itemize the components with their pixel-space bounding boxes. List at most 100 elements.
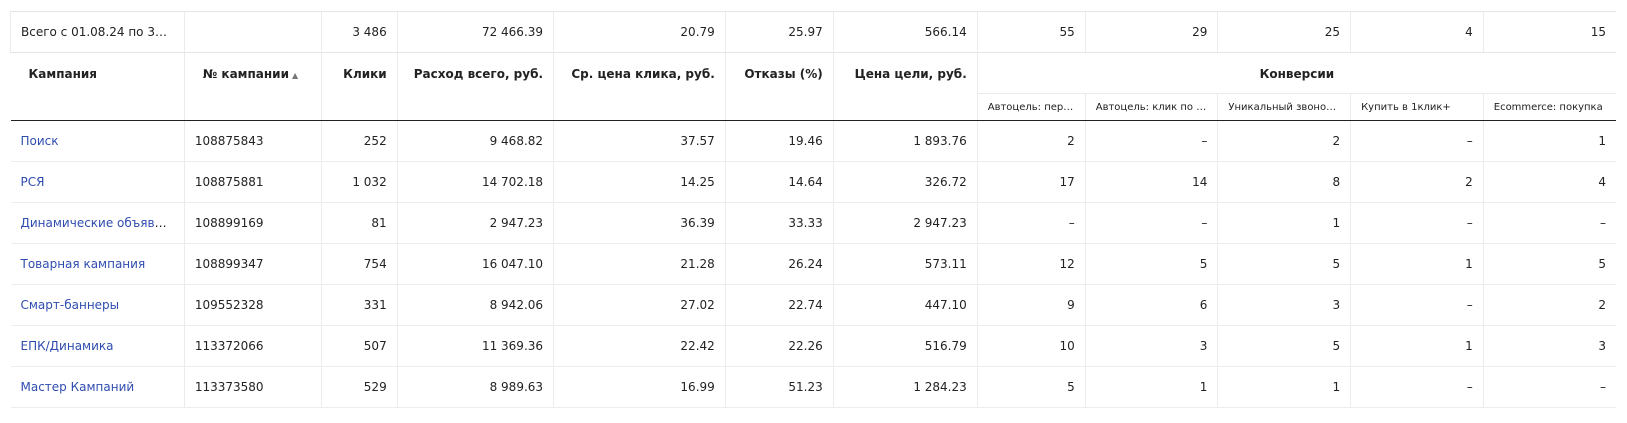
table-row: Динамические объявления 108899169 81 2 9… [10,202,1616,244]
table-row: Товарная кампания 108899347 754 16 047.1… [10,243,1616,285]
campaign-link[interactable]: Поиск [20,134,59,148]
conv-cell: 9 [977,284,1086,326]
campaign-link[interactable]: Товарная кампания [20,257,146,271]
table-row: РСЯ 108875881 1 032 14 702.18 14.25 14.6… [10,161,1616,203]
totals-goal-cost: 566.14 [833,11,978,53]
column-header-clicks[interactable]: Клики [321,52,398,121]
conv-cell: – [977,202,1086,244]
conv-cell: – [1350,284,1484,326]
clicks-cell: 754 [321,243,398,285]
totals-label: Всего с 01.08.24 по 31.08.24 [10,11,185,53]
campaign-link[interactable]: ЕПК/Динамика [20,339,114,353]
conv-cell: 3 [1085,325,1219,367]
cost-cell: 9 468.82 [397,120,555,162]
conv-cell: 1 [1483,120,1616,162]
bounce-cell: 33.33 [725,202,834,244]
avg-cpc-cell: 21.28 [553,243,726,285]
campaign-id: 108875881 [184,161,322,203]
campaign-link[interactable]: Смарт-баннеры [20,298,120,312]
column-header-goal-1[interactable]: Автоцель: пере… [977,93,1086,121]
conv-cell: 8 [1217,161,1352,203]
avg-cpc-cell: 37.57 [553,120,726,162]
conv-cell: – [1350,366,1484,408]
cost-cell: 11 369.36 [397,325,555,367]
conv-cell: – [1350,120,1484,162]
goal-cost-cell: 1 284.23 [833,366,978,408]
conv-cell: 6 [1085,284,1219,326]
campaign-link[interactable]: РСЯ [20,175,45,189]
bounce-cell: 26.24 [725,243,834,285]
sort-ascending-icon: ▲ [291,71,299,80]
clicks-cell: 331 [321,284,398,326]
cost-cell: 2 947.23 [397,202,555,244]
conv-cell: 5 [1085,243,1219,285]
conv-cell: – [1350,202,1484,244]
column-header-conversions: Конверсии [1259,67,1335,81]
table-row: Поиск 108875843 252 9 468.82 37.57 19.46… [10,120,1616,162]
conv-cell: – [1085,202,1219,244]
totals-conv-3: 25 [1217,11,1352,53]
conv-cell: 2 [1217,120,1352,162]
campaign-id: 108875843 [184,120,322,162]
conv-cell: 17 [977,161,1086,203]
campaign-id: 108899347 [184,243,322,285]
campaign-link[interactable]: Динамические объявления [20,216,185,230]
conv-cell: 1 [1217,202,1352,244]
column-header-bounce[interactable]: Отказы (%) [725,52,834,121]
avg-cpc-cell: 16.99 [553,366,726,408]
campaign-stats-table: Всего с 01.08.24 по 31.08.24 3 486 72 46… [10,11,1616,408]
cost-cell: 16 047.10 [397,243,555,285]
campaign-link[interactable]: Мастер Кампаний [20,380,135,394]
conv-cell: – [1483,366,1616,408]
goal-cost-cell: 447.10 [833,284,978,326]
totals-id-cell [184,11,322,53]
column-header-cost[interactable]: Расход всего, руб. [397,52,555,121]
table-row: Смарт-баннеры 109552328 331 8 942.06 27.… [10,284,1616,326]
totals-conv-1: 55 [977,11,1086,53]
conv-cell: 3 [1217,284,1352,326]
column-header-goal-2[interactable]: Автоцель: клик по е… [1085,93,1219,121]
avg-cpc-cell: 36.39 [553,202,726,244]
conv-cell: – [1085,120,1219,162]
totals-cost: 72 466.39 [397,11,555,53]
column-header-goal-cost[interactable]: Цена цели, руб. [833,52,978,121]
goal-cost-cell: 1 893.76 [833,120,978,162]
column-header-campaign[interactable]: Кампания [10,52,185,121]
totals-row: Всего с 01.08.24 по 31.08.24 3 486 72 46… [10,11,1616,53]
table-row: Мастер Кампаний 113373580 529 8 989.63 1… [10,366,1616,408]
conv-cell: 4 [1483,161,1616,203]
conv-cell: 14 [1085,161,1219,203]
bounce-cell: 22.26 [725,325,834,367]
clicks-cell: 1 032 [321,161,398,203]
column-header-avg-cpc[interactable]: Ср. цена клика, руб. [553,52,726,121]
bounce-cell: 19.46 [725,120,834,162]
cost-cell: 8 989.63 [397,366,555,408]
column-header-goal-5[interactable]: Ecommerce: покупка [1483,93,1616,121]
avg-cpc-cell: 14.25 [553,161,726,203]
bounce-cell: 14.64 [725,161,834,203]
cost-cell: 14 702.18 [397,161,555,203]
column-header-goal-4[interactable]: Купить в 1клик+ [1350,93,1484,121]
goal-cost-cell: 326.72 [833,161,978,203]
totals-avg-cpc: 20.79 [553,11,726,53]
totals-bounce: 25.97 [725,11,834,53]
totals-conv-5: 15 [1483,11,1616,53]
clicks-cell: 529 [321,366,398,408]
conv-cell: 2 [1350,161,1484,203]
conv-cell: 5 [1483,243,1616,285]
bounce-cell: 22.74 [725,284,834,326]
column-header-goal-3[interactable]: Уникальный звонок+ [1217,93,1352,121]
column-header-campaign-id[interactable]: № кампании ▲ [184,52,322,121]
conversion-goals-header-row: Автоцель: пере… Автоцель: клик по е… Уни… [11,93,1616,121]
campaign-id: 113372066 [184,325,322,367]
avg-cpc-cell: 27.02 [553,284,726,326]
stats-table-wrapper: Всего с 01.08.24 по 31.08.24 3 486 72 46… [10,11,1616,408]
totals-clicks: 3 486 [321,11,398,53]
avg-cpc-cell: 22.42 [553,325,726,367]
cost-cell: 8 942.06 [397,284,555,326]
conv-cell: 5 [1217,243,1352,285]
column-header-campaign-id-label: № кампании [202,67,289,81]
clicks-cell: 507 [321,325,398,367]
goal-cost-cell: 573.11 [833,243,978,285]
goal-cost-cell: 516.79 [833,325,978,367]
